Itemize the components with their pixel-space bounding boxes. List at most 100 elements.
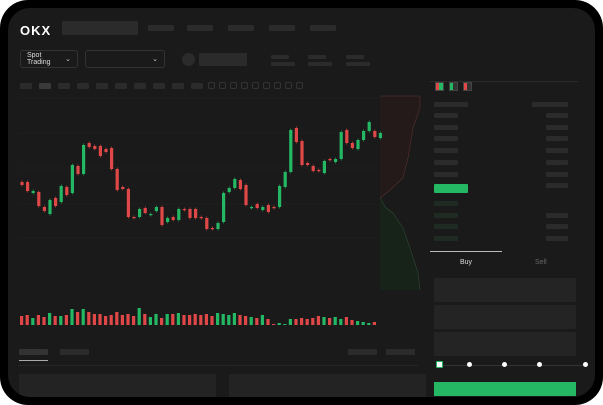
slider-handle[interactable] — [436, 361, 443, 368]
tab-sell[interactable]: Sell — [535, 259, 547, 266]
candle-body — [278, 186, 282, 207]
slider-step[interactable] — [467, 362, 472, 367]
filter-button[interactable] — [386, 349, 415, 355]
slider-step[interactable] — [583, 362, 588, 367]
volume-bar — [176, 313, 180, 325]
ask-amount — [546, 136, 568, 142]
volume-bar — [165, 314, 169, 325]
ask-price — [434, 124, 458, 130]
candle-body — [199, 217, 203, 219]
drawing-tool-icon[interactable] — [208, 82, 215, 89]
timeframe-button[interactable] — [115, 83, 127, 89]
timeframe-button[interactable] — [58, 83, 70, 89]
candle-body — [143, 208, 147, 213]
candle-body — [82, 145, 86, 174]
amount-input[interactable] — [434, 305, 576, 329]
volume-bar — [367, 323, 371, 325]
volume-bar — [328, 318, 332, 325]
drawing-tool-icon[interactable] — [296, 82, 303, 89]
volume-bar — [160, 318, 164, 325]
candle-body — [367, 122, 371, 131]
timeframe-button[interactable] — [191, 83, 203, 89]
timeframe-button[interactable] — [96, 83, 108, 89]
ask-price — [434, 159, 458, 165]
bid-price — [434, 224, 458, 230]
stat-label — [346, 55, 364, 59]
tab-buy[interactable]: Buy — [460, 259, 473, 266]
filter-button[interactable] — [348, 349, 377, 355]
candle-body — [26, 182, 30, 191]
volume-bar — [199, 315, 203, 325]
slider-step[interactable] — [537, 362, 542, 367]
stat-label — [271, 55, 289, 59]
nav-item[interactable] — [310, 25, 336, 31]
book-bids-icon[interactable] — [449, 82, 458, 91]
timeframe-button[interactable] — [134, 83, 146, 89]
volume-bar — [20, 316, 24, 325]
slider-step[interactable] — [502, 362, 507, 367]
drawing-tool-icon[interactable] — [252, 82, 259, 89]
orderbook-col-header — [532, 102, 568, 107]
nav-item[interactable] — [187, 25, 213, 31]
candle-body — [238, 180, 242, 189]
volume-bar — [372, 322, 376, 325]
search-bar[interactable] — [62, 21, 138, 35]
candle-body — [322, 161, 326, 173]
ask-price — [434, 136, 458, 142]
orderbook-col-header — [434, 102, 468, 107]
volume-bar — [305, 319, 309, 325]
drawing-tool-icon[interactable] — [274, 82, 281, 89]
candle-body — [59, 186, 63, 202]
book-asks-icon[interactable] — [463, 82, 472, 91]
market-selector[interactable]: Spot Trading ⌄ — [20, 50, 78, 68]
pair-selector[interactable]: ⌄ — [85, 50, 165, 68]
volume-bar — [294, 319, 298, 325]
timeframe-button[interactable] — [39, 83, 51, 89]
candle-body — [294, 128, 298, 142]
volume-bar — [132, 316, 136, 325]
candle-body — [149, 214, 153, 216]
timeframe-button[interactable] — [20, 83, 32, 89]
volume-bar — [344, 317, 348, 325]
tab-open-orders[interactable] — [19, 349, 48, 355]
ask-amount — [546, 148, 568, 154]
drawing-tool-icon[interactable] — [285, 82, 292, 89]
volume-bar — [53, 316, 57, 325]
candle-body — [76, 166, 80, 174]
timeframe-button[interactable] — [172, 83, 184, 89]
book-both-icon[interactable] — [435, 82, 444, 91]
chevron-down-icon: ⌄ — [65, 56, 71, 63]
volume-bar — [154, 314, 158, 325]
candle-body — [20, 182, 24, 185]
price-input[interactable] — [434, 278, 576, 302]
stat-value — [271, 62, 295, 66]
active-tab-indicator — [19, 360, 48, 361]
volume-bar — [42, 317, 46, 325]
bid-price — [434, 212, 458, 218]
bid-price — [434, 236, 458, 242]
stat-value — [308, 62, 332, 66]
candle-body — [306, 163, 310, 165]
candlestick-chart[interactable] — [8, 8, 595, 397]
drawing-tool-icon[interactable] — [241, 82, 248, 89]
nav-item[interactable] — [148, 25, 174, 31]
tab-order-history[interactable] — [60, 349, 89, 355]
candle-body — [42, 207, 46, 211]
total-input[interactable] — [434, 332, 576, 356]
drawing-tool-icon[interactable] — [219, 82, 226, 89]
drawing-tool-icon[interactable] — [263, 82, 270, 89]
volume-bar — [260, 315, 264, 325]
timeframe-button[interactable] — [153, 83, 165, 89]
volume-bar — [255, 318, 259, 325]
volume-bar — [227, 315, 231, 325]
candle-body — [300, 141, 304, 165]
ask-price — [434, 113, 458, 118]
timeframe-button[interactable] — [77, 83, 89, 89]
nav-item[interactable] — [269, 25, 295, 31]
amount-slider-track[interactable] — [439, 365, 587, 366]
drawing-tool-icon[interactable] — [230, 82, 237, 89]
nav-item[interactable] — [228, 25, 254, 31]
candle-body — [138, 209, 142, 217]
buy-button[interactable] — [434, 382, 576, 396]
